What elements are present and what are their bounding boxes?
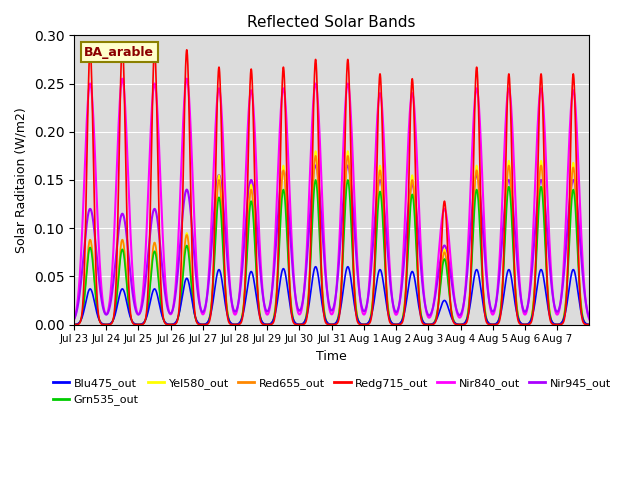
Line: Nir840_out: Nir840_out xyxy=(74,79,589,320)
Yel580_out xyxy=(88,246,96,252)
Blu475_out xyxy=(371,297,378,302)
Redg715_out xyxy=(385,313,392,319)
Grn535_out xyxy=(312,180,320,185)
Y-axis label: Solar Raditaion (W/m2): Solar Raditaion (W/m2) xyxy=(15,107,28,253)
X-axis label: Time: Time xyxy=(316,350,347,363)
Nir840_out xyxy=(312,83,320,89)
Nir945_out xyxy=(70,317,78,323)
Line: Nir945_out: Nir945_out xyxy=(74,166,589,320)
Text: BA_arable: BA_arable xyxy=(84,46,154,59)
Yel580_out xyxy=(463,314,471,320)
Yel580_out xyxy=(268,320,276,325)
Red655_out xyxy=(371,268,378,274)
Redg715_out xyxy=(118,42,126,48)
Nir840_out xyxy=(268,285,276,291)
Nir840_out xyxy=(586,317,593,323)
Redg715_out xyxy=(70,322,78,327)
Grn535_out xyxy=(385,309,392,314)
Nir945_out xyxy=(268,288,276,294)
Grn535_out xyxy=(268,320,276,325)
Red655_out xyxy=(463,314,471,320)
Nir840_out xyxy=(88,92,96,98)
Line: Yel580_out: Yel580_out xyxy=(74,151,589,324)
Redg715_out xyxy=(463,318,471,324)
Title: Reflected Solar Bands: Reflected Solar Bands xyxy=(248,15,416,30)
Redg715_out xyxy=(312,65,320,71)
Redg715_out xyxy=(268,321,276,327)
Grn535_out xyxy=(371,276,378,281)
Line: Blu475_out: Blu475_out xyxy=(74,267,589,324)
Red655_out xyxy=(385,307,392,312)
Yel580_out xyxy=(385,306,392,312)
Blu475_out xyxy=(312,265,320,271)
Blu475_out xyxy=(268,319,276,325)
Blu475_out xyxy=(88,289,96,295)
Nir945_out xyxy=(463,271,471,276)
Blu475_out xyxy=(385,312,392,317)
Yel580_out xyxy=(344,148,351,154)
Yel580_out xyxy=(312,151,320,156)
Blu475_out xyxy=(586,322,593,327)
Red655_out xyxy=(268,320,276,325)
Nir840_out xyxy=(118,76,126,82)
Redg715_out xyxy=(586,322,593,327)
Red655_out xyxy=(344,153,351,159)
Nir945_out xyxy=(371,223,378,228)
Grn535_out xyxy=(586,322,593,327)
Grn535_out xyxy=(70,322,78,327)
Redg715_out xyxy=(371,267,378,273)
Line: Redg715_out: Redg715_out xyxy=(74,45,589,324)
Nir945_out xyxy=(88,211,96,216)
Nir840_out xyxy=(371,177,378,183)
Red655_out xyxy=(88,246,96,252)
Nir945_out xyxy=(385,259,392,264)
Grn535_out xyxy=(344,177,351,183)
Blu475_out xyxy=(463,316,471,322)
Nir945_out xyxy=(312,164,320,169)
Red655_out xyxy=(70,322,78,327)
Nir840_out xyxy=(70,317,78,323)
Grn535_out xyxy=(88,252,96,258)
Line: Red655_out: Red655_out xyxy=(74,156,589,324)
Nir840_out xyxy=(385,239,392,245)
Blu475_out xyxy=(70,322,78,327)
Redg715_out xyxy=(88,88,96,94)
Red655_out xyxy=(586,322,593,327)
Yel580_out xyxy=(70,322,78,327)
Nir840_out xyxy=(463,260,471,265)
Line: Grn535_out: Grn535_out xyxy=(74,180,589,324)
Nir945_out xyxy=(586,315,593,321)
Red655_out xyxy=(312,156,320,161)
Yel580_out xyxy=(371,266,378,272)
Legend: Blu475_out, Grn535_out, Yel580_out, Red655_out, Redg715_out, Nir840_out, Nir945_: Blu475_out, Grn535_out, Yel580_out, Red6… xyxy=(48,373,615,410)
Blu475_out xyxy=(312,264,319,270)
Nir945_out xyxy=(312,163,319,168)
Yel580_out xyxy=(586,322,593,327)
Grn535_out xyxy=(463,315,471,321)
